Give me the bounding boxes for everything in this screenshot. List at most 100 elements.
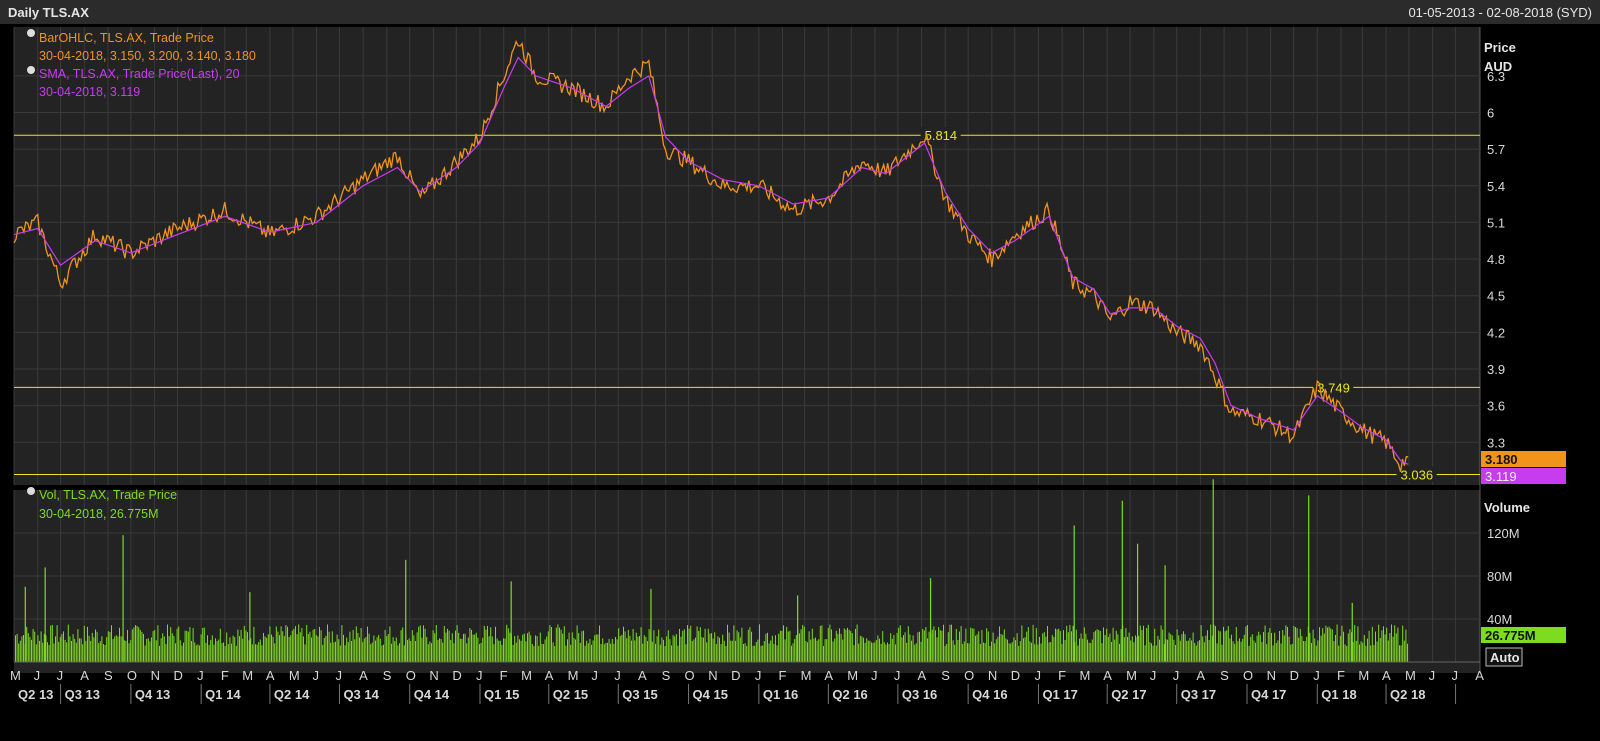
volume-bar [821, 625, 823, 662]
volume-bar [810, 639, 812, 662]
volume-bar [1383, 626, 1384, 662]
volume-bar [239, 636, 240, 662]
volume-bar [995, 639, 997, 662]
volume-bar [115, 635, 117, 662]
volume-bar [776, 645, 778, 662]
volume-bar [635, 632, 637, 662]
quarter-tick-label: Q4 14 [414, 687, 450, 702]
volume-bar [389, 626, 391, 662]
volume-bar [1013, 637, 1015, 662]
volume-bar [1035, 628, 1037, 662]
volume-bar [48, 644, 50, 662]
volume-bar [970, 627, 972, 662]
volume-bar [1375, 631, 1376, 662]
volume-bar [58, 641, 60, 662]
volume-bar [610, 643, 612, 662]
last-price-label: 3.180 [1485, 452, 1518, 467]
last-volume-badge [1481, 627, 1566, 643]
volume-bar [98, 643, 100, 662]
volume-bar [1322, 628, 1324, 662]
volume-bar [1239, 638, 1240, 662]
volume-bar [1306, 636, 1308, 662]
price-panel-bg [14, 27, 1480, 485]
volume-bar [682, 630, 684, 662]
volume-bar [362, 642, 364, 662]
volume-bar [218, 639, 220, 662]
auto-scale-button-frame[interactable] [1485, 647, 1523, 667]
volume-bar [59, 636, 61, 662]
volume-bar [631, 640, 632, 662]
volume-bar [338, 639, 340, 662]
volume-bar [1266, 644, 1268, 662]
volume-bar [749, 627, 751, 662]
volume-bars [15, 479, 1408, 662]
volume-bar [151, 637, 152, 662]
volume-bar [1231, 634, 1232, 662]
month-tick-label: S [104, 668, 113, 683]
volume-bar [562, 633, 564, 662]
volume-bar [624, 631, 626, 662]
volume-bar [1175, 645, 1176, 662]
volume-bar [1407, 643, 1408, 662]
volume-bar [416, 632, 418, 662]
volume-bar [128, 643, 130, 662]
volume-bar [709, 633, 711, 662]
volume-bar [466, 643, 468, 662]
volume-bar [391, 643, 392, 662]
volume-bar [501, 644, 503, 662]
volume-bar [509, 632, 511, 662]
volume-bar [933, 626, 935, 662]
volume-bar [55, 636, 56, 662]
volume-bar [450, 640, 452, 662]
volume-bar [819, 625, 821, 662]
volume-bar [981, 630, 983, 662]
volume-bar [903, 635, 904, 662]
volume-bar [371, 642, 373, 662]
volume-bar [1216, 643, 1218, 662]
volume-bar [1147, 624, 1149, 662]
month-tick-label: J [476, 668, 483, 683]
volume-bar [291, 630, 293, 662]
volume-bar [1399, 645, 1400, 662]
volume-bar [42, 642, 44, 662]
volume-bar [755, 642, 757, 662]
price-tick-label: 5.1 [1487, 215, 1505, 230]
volume-bar [967, 643, 968, 662]
volume-bar [274, 643, 276, 662]
volume-bar [448, 630, 450, 662]
volume-bar [376, 637, 378, 662]
volume-bar [1179, 640, 1181, 662]
volume-bar [751, 631, 752, 662]
volume-bar [829, 624, 831, 662]
auto-scale-button-label[interactable]: Auto [1490, 650, 1520, 665]
volume-bar [159, 645, 160, 662]
quarter-tick-label: Q3 13 [65, 687, 100, 702]
volume-bar [207, 635, 208, 662]
volume-bar [733, 625, 735, 662]
volume-bar [586, 640, 588, 662]
auto-scale-button[interactable]: Auto [1485, 647, 1523, 667]
volume-bar [1309, 632, 1311, 662]
quarter-tick-label: Q4 17 [1251, 687, 1286, 702]
volume-bar [714, 632, 716, 662]
volume-bar [1048, 642, 1050, 662]
volume-bar [298, 624, 300, 662]
volume-bar [53, 643, 55, 662]
volume-bar [957, 639, 959, 662]
volume-spike [1164, 565, 1166, 662]
volume-bar [874, 642, 876, 662]
month-tick-label: J [614, 668, 621, 683]
volume-bar [911, 640, 912, 662]
volume-bar [639, 636, 640, 662]
volume-bar [986, 628, 988, 662]
volume-bar [1154, 628, 1156, 662]
volume-bar [1227, 626, 1229, 662]
volume-bar [1325, 625, 1327, 662]
volume-bar [413, 635, 415, 662]
volume-bar [1184, 634, 1186, 662]
sma-series-line [13, 56, 1409, 465]
volume-bar [685, 644, 687, 662]
volume-bar [936, 637, 938, 662]
volume-bar [464, 633, 466, 662]
